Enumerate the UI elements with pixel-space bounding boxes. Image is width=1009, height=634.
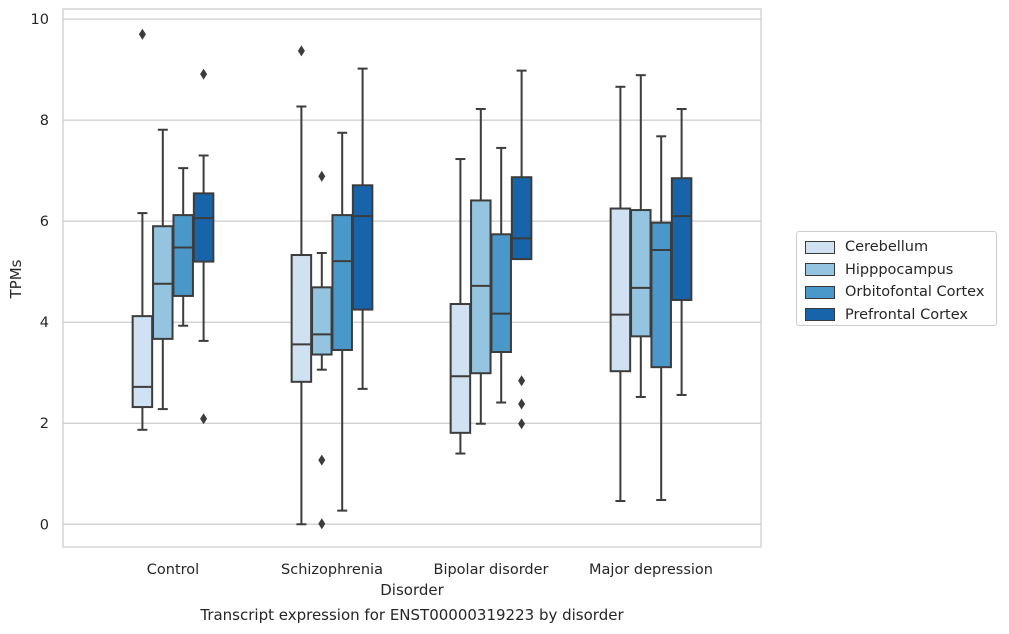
legend-label: Prefrontal Cortex — [845, 306, 968, 323]
legend-item: Hipppocampus — [805, 259, 996, 282]
y-tick-label: 6 — [40, 214, 49, 230]
box-1-0 — [152, 128, 174, 411]
box-iqr — [630, 209, 652, 338]
box-3-3 — [670, 108, 693, 396]
x-tick-label: Control — [147, 562, 199, 578]
outlier-point — [318, 518, 326, 530]
box-iqr — [290, 254, 313, 383]
box-0-3 — [609, 85, 632, 503]
outlier-point — [518, 418, 526, 430]
y-tick-label: 10 — [31, 12, 49, 28]
outlier-point — [518, 375, 526, 387]
outlier-point — [200, 413, 208, 425]
box-iqr — [490, 233, 512, 354]
box-2-1 — [331, 131, 353, 512]
box-iqr — [470, 199, 492, 375]
box-iqr — [449, 303, 472, 434]
box-2-0 — [172, 167, 194, 327]
box-3-2 — [510, 69, 533, 430]
y-tick-labels: 0 2 4 6 8 10 — [31, 12, 49, 533]
outlier-point — [138, 28, 146, 40]
y-tick-label: 0 — [40, 517, 49, 533]
x-tick-label: Schizophrenia — [281, 562, 383, 578]
boxes-layer — [131, 28, 693, 530]
outlier-point — [518, 398, 526, 410]
box-3-1 — [351, 67, 374, 390]
legend-label: Hipppocampus — [845, 261, 954, 278]
box-iqr — [670, 177, 693, 301]
y-axis-label: TPMs — [7, 259, 25, 299]
box-iqr — [650, 221, 672, 369]
legend-item: Prefrontal Cortex — [805, 304, 996, 327]
box-iqr — [311, 286, 333, 356]
box-0-1 — [290, 45, 313, 526]
box-iqr — [609, 207, 632, 373]
outlier-point — [318, 170, 326, 182]
legend-swatch — [805, 285, 835, 299]
box-iqr — [510, 176, 533, 261]
box-0-2 — [449, 158, 472, 455]
legend-swatch — [805, 308, 835, 322]
outlier-point — [318, 454, 326, 466]
box-iqr — [172, 214, 194, 297]
legend: Cerebellum Hipppocampus Orbitofontal Corte… — [796, 231, 997, 326]
x-tick-labels: Control Schizophrenia Bipolar disorder Majo… — [147, 562, 713, 578]
chart-caption: Transcript expression for ENST0000031922… — [200, 606, 624, 624]
legend-item: Orbitofontal Cortex — [805, 281, 996, 304]
box-2-3 — [650, 135, 672, 502]
y-tick-label: 8 — [40, 113, 49, 129]
box-1-2 — [470, 108, 492, 425]
plot-frame — [62, 8, 762, 548]
box-iqr — [131, 315, 154, 409]
x-tick-label: Bipolar disorder — [434, 562, 549, 578]
box-2-2 — [490, 146, 512, 404]
box-iqr — [152, 225, 174, 340]
box-3-0 — [192, 68, 215, 425]
y-tick-label: 2 — [40, 416, 49, 432]
outlier-point — [297, 45, 305, 57]
legend-label: Cerebellum — [845, 239, 929, 256]
box-iqr — [351, 184, 374, 311]
x-tick-label: Major depression — [589, 562, 713, 578]
legend-label: Orbitofontal Cortex — [845, 284, 985, 301]
box-1-3 — [630, 74, 652, 398]
box-0-0 — [131, 28, 154, 431]
y-tick-label: 4 — [40, 315, 49, 331]
box-iqr — [331, 214, 353, 351]
box-iqr — [192, 192, 215, 263]
legend-swatch — [805, 240, 835, 254]
box-1-1 — [311, 170, 333, 530]
legend-swatch — [805, 263, 835, 277]
x-axis-label: Disorder — [380, 581, 444, 599]
legend-item: Cerebellum — [805, 236, 996, 259]
outlier-point — [200, 68, 208, 80]
